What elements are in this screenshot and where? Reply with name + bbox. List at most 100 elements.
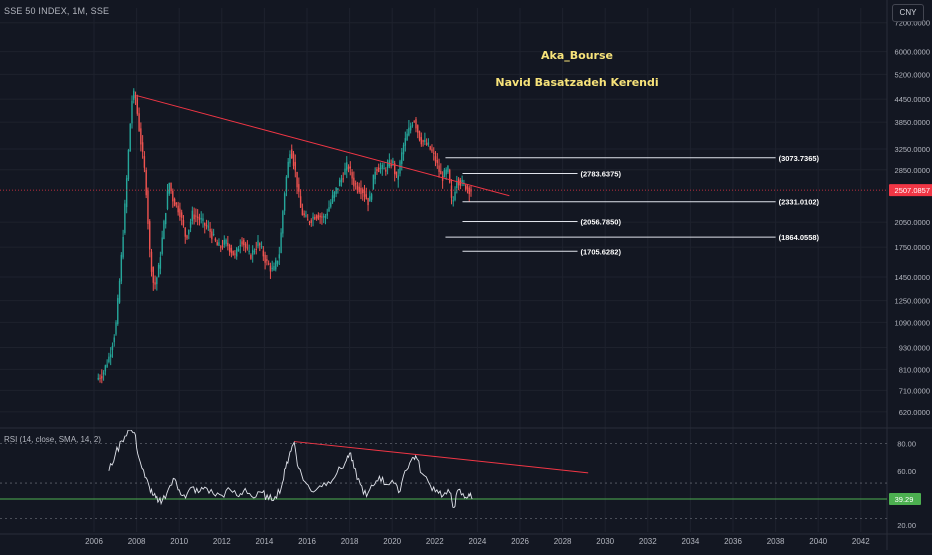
candle-body-up — [427, 142, 430, 145]
candle-body-down — [449, 169, 451, 183]
price-tick-label: 1750.0000 — [895, 243, 930, 252]
candle-body-down — [310, 220, 312, 223]
candle-body-down — [134, 95, 137, 99]
time-tick-label: 2014 — [256, 537, 274, 546]
candle-body-down — [246, 247, 249, 249]
candle-body-up — [287, 161, 289, 178]
time-tick-label: 2028 — [554, 537, 572, 546]
candle-body-up — [411, 124, 414, 126]
candle-body-down — [241, 241, 243, 245]
candle-body-down — [266, 259, 268, 262]
candle-body-up — [271, 267, 273, 269]
candle-body-up — [409, 126, 412, 131]
currency-button[interactable]: CNY — [892, 4, 924, 22]
candle-body-down — [438, 165, 440, 172]
candle-body-down — [211, 231, 213, 240]
time-tick-label: 2032 — [639, 537, 657, 546]
candle-body-down — [170, 182, 172, 191]
candle-body-down — [422, 140, 424, 142]
candle-body-up — [159, 257, 162, 269]
candle-body-down — [418, 131, 421, 141]
candle-body-up — [289, 154, 291, 164]
level-label: (2056.7850) — [581, 218, 622, 227]
candle-body-down — [294, 161, 296, 171]
symbol-title: SSE 50 INDEX, 1M, SSE — [4, 6, 110, 16]
candle-body-up — [106, 364, 108, 367]
candle-body-up — [165, 213, 167, 225]
candle-body-down — [415, 119, 417, 129]
candle-body-up — [236, 247, 238, 257]
candle-body-down — [413, 121, 415, 123]
candle-body-down — [301, 208, 304, 216]
candle-body-up — [392, 160, 394, 164]
candle-body-up — [168, 182, 170, 194]
rsi-line — [108, 430, 473, 508]
candle-body-up — [223, 239, 225, 245]
candle-body-up — [276, 260, 279, 264]
candle-body-down — [262, 250, 265, 257]
last-price-label: 2507.0857 — [895, 186, 930, 195]
candle-body-up — [191, 210, 194, 222]
candle-body-up — [454, 191, 456, 201]
time-tick-label: 2006 — [85, 537, 103, 546]
rsi-value-label: 39.29 — [895, 495, 914, 504]
candle-body-down — [205, 224, 208, 227]
candle-body-up — [369, 196, 371, 202]
candle-body-up — [212, 233, 215, 236]
candle-body-down — [145, 170, 147, 196]
candle-body-down — [177, 205, 179, 213]
candle-body-up — [324, 215, 327, 218]
candle-body-up — [344, 168, 346, 175]
candle-body-up — [202, 218, 204, 221]
candle-body-down — [436, 160, 438, 164]
candle-body-down — [420, 137, 423, 145]
candle-body-up — [125, 178, 128, 208]
candle-body-up — [331, 195, 334, 203]
candle-body-down — [434, 156, 437, 162]
candle-body-down — [349, 166, 352, 169]
price-tick-label: 710.0000 — [899, 386, 930, 395]
candle-body-up — [452, 200, 454, 202]
candle-body-up — [131, 100, 133, 124]
price-tick-label: 5200.0000 — [895, 70, 930, 79]
candle-body-down — [351, 172, 353, 179]
rsi-tick-label: 80.00 — [897, 440, 916, 449]
candle-body-down — [292, 153, 295, 166]
candle-body-down — [298, 184, 300, 192]
candle-body-up — [166, 190, 169, 210]
candle-body-up — [275, 260, 277, 270]
candle-body-up — [239, 244, 241, 247]
price-tick-label: 930.0000 — [899, 344, 930, 353]
candle-body-down — [180, 212, 183, 218]
candle-body-up — [337, 188, 339, 191]
level-label: (3073.7365) — [779, 154, 820, 163]
candle-body-down — [147, 190, 149, 224]
candle-body-up — [445, 169, 447, 175]
rsi-legend: RSI (14, close, SMA, 14, 2) — [4, 435, 101, 444]
candle-body-down — [99, 377, 101, 379]
candle-body-down — [431, 149, 433, 152]
candle-body-up — [328, 207, 330, 212]
candle-body-down — [234, 253, 236, 255]
candle-body-up — [305, 215, 307, 217]
candle-body-down — [154, 282, 156, 285]
candle-body-up — [218, 242, 220, 246]
candle-body-down — [317, 214, 320, 220]
rsi-trendline[interactable] — [294, 441, 589, 474]
time-tick-label: 2018 — [341, 537, 359, 546]
candle-body-up — [404, 138, 407, 146]
candle-body-down — [149, 221, 151, 250]
candle-body-down — [378, 167, 380, 172]
candle-body-down — [216, 242, 218, 246]
candle-body-down — [360, 187, 362, 195]
candle-body-up — [372, 174, 375, 190]
price-tick-label: 2050.0000 — [895, 218, 930, 227]
candle-body-up — [278, 254, 281, 259]
candle-body-up — [322, 216, 325, 218]
price-tick-label: 6000.0000 — [895, 48, 930, 57]
candle-body-down — [356, 185, 359, 191]
price-tick-label: 3850.0000 — [895, 118, 930, 127]
price-trendline[interactable] — [136, 95, 510, 197]
